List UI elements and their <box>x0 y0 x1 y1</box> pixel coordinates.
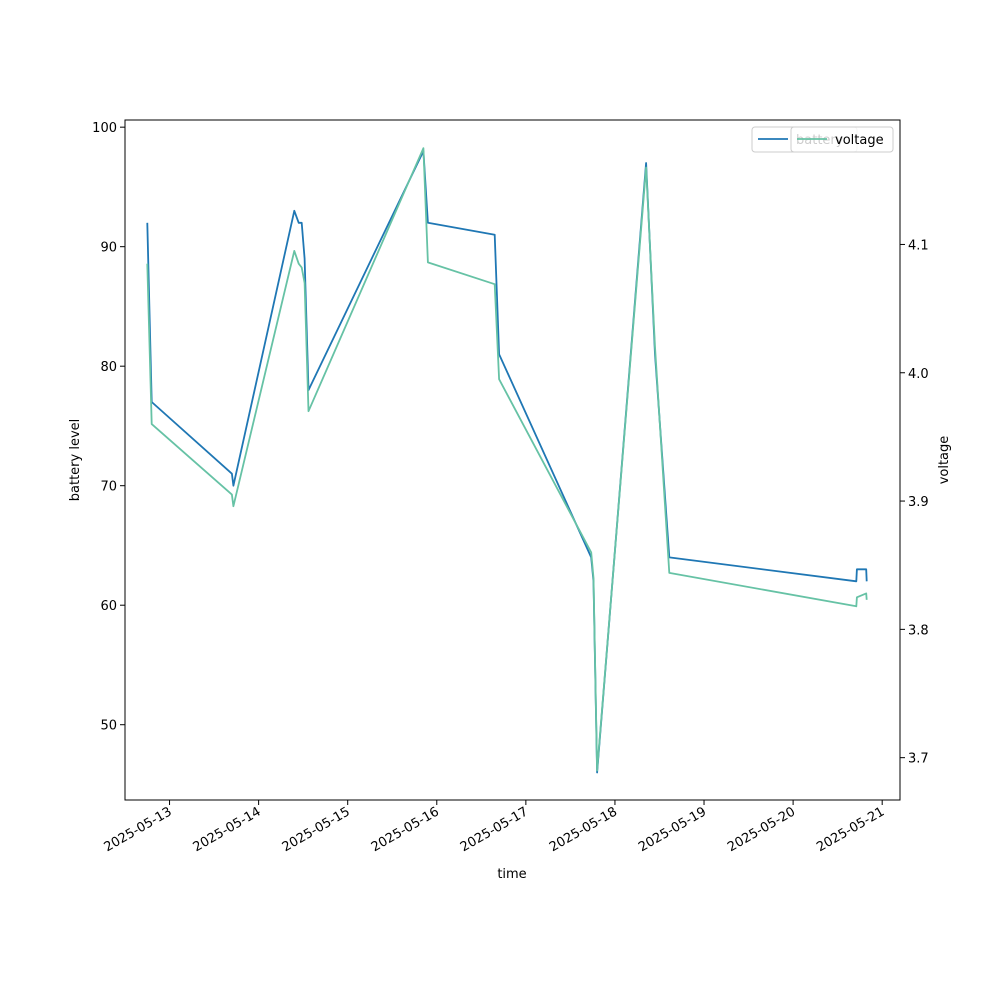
legend-right-frame <box>790 126 894 153</box>
series-line-battery <box>146 150 868 774</box>
right-y-ticks: 3.7 3.8 3.9 4.0 4.1 <box>900 238 929 767</box>
x-tick-label: 2025-05-21 <box>814 804 887 855</box>
legend-right: voltage <box>790 126 894 153</box>
left-y-tick-label: 60 <box>100 599 117 614</box>
left-y-tick-label: 50 <box>100 719 117 734</box>
left-y-tick-label: 80 <box>100 360 117 375</box>
x-tick-label: 2025-05-16 <box>369 804 442 855</box>
right-y-tick-label: 3.8 <box>908 623 929 638</box>
right-y-tick-label: 3.7 <box>908 752 929 767</box>
x-tick-label: 2025-05-18 <box>547 804 620 855</box>
right-y-axis-label: voltage <box>937 436 952 485</box>
right-y-tick-label: 4.0 <box>908 367 929 382</box>
series-layer <box>146 147 868 774</box>
x-tick-label: 2025-05-20 <box>725 804 798 855</box>
right-y-tick-label: 3.9 <box>908 495 929 510</box>
left-y-tick-label: 100 <box>92 121 117 136</box>
legend-right-label: voltage <box>835 133 884 148</box>
left-y-ticks: 50 60 70 80 90 100 <box>92 121 125 734</box>
left-y-tick-label: 90 <box>100 241 117 256</box>
right-y-tick-label: 4.1 <box>908 238 929 253</box>
plot-frame <box>124 119 901 801</box>
x-tick-label: 2025-05-14 <box>191 804 264 855</box>
x-axis-label: time <box>497 867 526 882</box>
left-y-tick-label: 70 <box>100 480 117 495</box>
x-tick-label: 2025-05-19 <box>636 804 709 855</box>
x-tick-label: 2025-05-15 <box>280 804 353 855</box>
x-ticks: 2025-05-13 2025-05-14 2025-05-15 2025-05-16… <box>102 800 887 855</box>
x-tick-label: 2025-05-17 <box>458 804 531 855</box>
left-y-axis-label: battery level <box>68 419 83 502</box>
x-tick-label: 2025-05-13 <box>102 804 175 855</box>
series-line-voltage <box>146 147 868 772</box>
